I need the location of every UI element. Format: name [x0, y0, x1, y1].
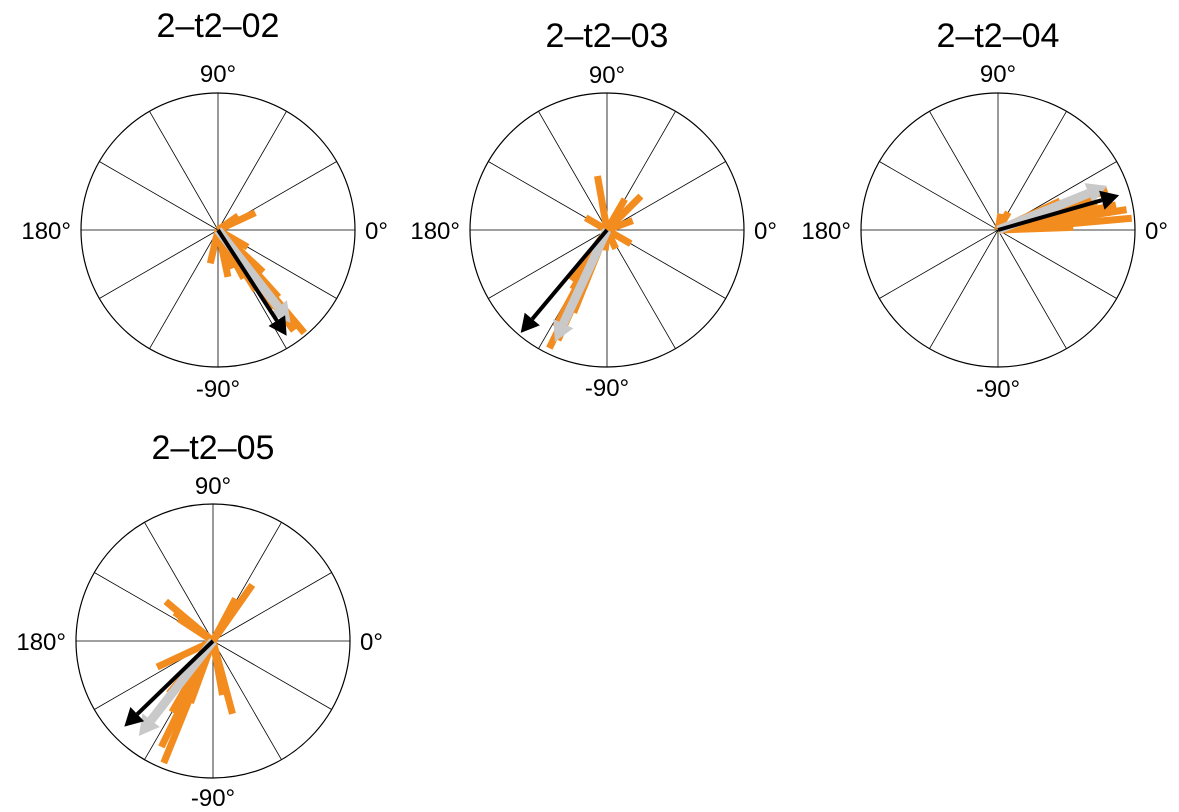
angle-label-0: 0° — [365, 218, 388, 245]
rose-bar — [209, 597, 239, 643]
angle-label-0: 0° — [360, 629, 383, 656]
gray-mean-arrow-head — [1084, 183, 1108, 204]
polar-panel-2-t2-02: 2–t2–02 90° 180° 0° -90° — [21, 7, 388, 403]
panel-title: 2–t2–03 — [546, 17, 669, 55]
polar-panel-2-t2-03: 2–t2–03 90° 180° 0° -90° — [410, 17, 777, 402]
angle-label-90: 90° — [980, 61, 1016, 88]
rose-bars — [206, 209, 307, 336]
black-mean-arrow-head — [520, 312, 540, 333]
angle-label-90: 90° — [200, 61, 236, 88]
rose-bar — [594, 175, 611, 231]
gray-mean-arrow-head — [269, 300, 291, 323]
angle-label-0: 0° — [1145, 218, 1168, 245]
black-mean-arrow-head — [1099, 190, 1120, 210]
angle-label-neg90: -90° — [191, 785, 235, 812]
mean-vectors — [996, 183, 1120, 235]
panel-title: 2–t2–02 — [157, 7, 280, 45]
gray-mean-arrow-shaft — [559, 228, 612, 326]
panel-title: 2–t2–05 — [152, 429, 275, 467]
black-mean-arrow-shaft — [216, 228, 279, 322]
angle-label-neg90: -90° — [976, 376, 1020, 403]
mean-vectors — [520, 228, 612, 342]
angle-label-180: 180° — [801, 218, 851, 245]
black-mean-arrow-shaft — [997, 198, 1103, 232]
black-mean-arrow-shaft — [135, 639, 215, 716]
grid-circle — [80, 92, 356, 368]
mean-vectors — [214, 227, 291, 336]
gray-mean-arrow-head — [138, 713, 160, 737]
panel-title: 2–t2–04 — [937, 17, 1060, 55]
rose-bars — [155, 582, 256, 765]
black-mean-arrow-head — [124, 707, 145, 727]
angle-label-180: 180° — [410, 218, 460, 245]
grid-circle — [75, 503, 351, 779]
polar-panel-2-t2-04: 2–t2–04 90° 180° 0° -90° — [801, 17, 1168, 403]
angle-label-0: 0° — [754, 218, 777, 245]
gray-mean-arrow-head — [553, 318, 574, 342]
rose-bar — [583, 214, 609, 234]
mean-vectors — [124, 638, 217, 737]
angle-label-180: 180° — [16, 629, 66, 656]
angle-label-neg90: -90° — [196, 376, 240, 403]
grid-circle — [469, 92, 745, 368]
grid-circle — [860, 92, 1136, 368]
black-mean-arrow-shaft — [530, 228, 609, 321]
polar-panel-2-t2-05: 2–t2–05 90° 180° 0° -90° — [16, 429, 383, 812]
rose-bar — [155, 637, 215, 671]
angle-label-neg90: -90° — [585, 375, 629, 402]
gray-mean-arrow-shaft — [147, 638, 217, 724]
angle-label-180: 180° — [21, 218, 71, 245]
angle-label-90: 90° — [589, 62, 625, 89]
rose-bar — [209, 640, 226, 696]
angle-label-90: 90° — [195, 473, 231, 500]
black-mean-arrow-head — [268, 315, 287, 336]
rose-bar — [176, 615, 215, 644]
